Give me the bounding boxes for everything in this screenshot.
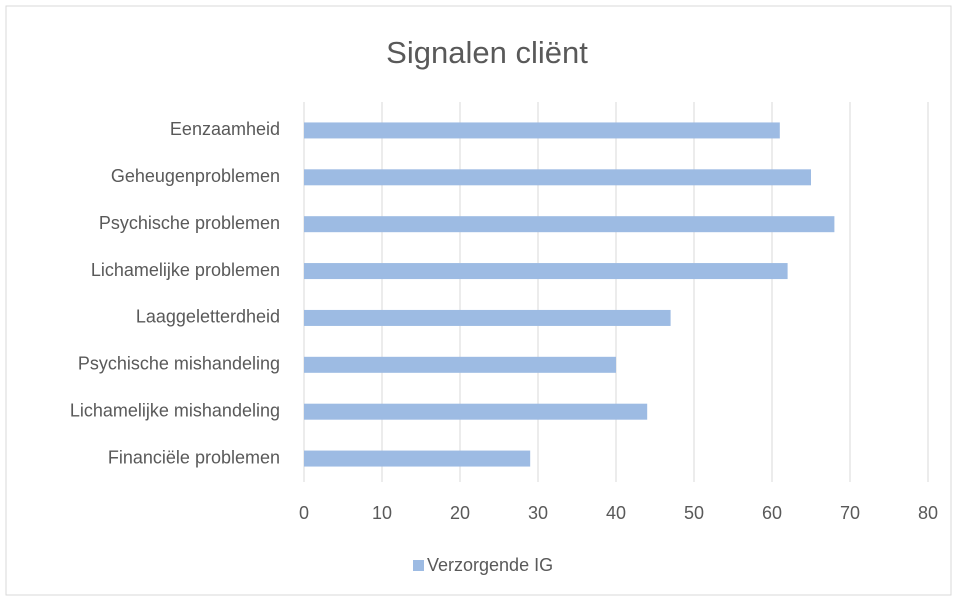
bar: [304, 403, 648, 420]
bar: [304, 309, 671, 326]
x-tick-label: 80: [918, 503, 938, 523]
bar: [304, 169, 811, 186]
y-tick-label: Laaggeletterdheid: [136, 307, 280, 327]
legend-swatch: [413, 560, 424, 571]
bar: [304, 450, 531, 467]
x-tick-label: 20: [450, 503, 470, 523]
y-tick-label: Psychische mishandeling: [78, 354, 280, 374]
chart-title: Signalen cliënt: [386, 35, 588, 70]
x-tick-label: 60: [762, 503, 782, 523]
legend-label: Verzorgende IG: [427, 555, 553, 575]
bar: [304, 356, 616, 373]
x-tick-label: 40: [606, 503, 626, 523]
y-tick-label: Lichamelijke mishandeling: [70, 400, 280, 420]
y-tick-label: Financiële problemen: [108, 447, 280, 467]
x-tick-label: 0: [299, 503, 309, 523]
x-tick-label: 10: [372, 503, 392, 523]
bar: [304, 122, 780, 139]
x-tick-label: 70: [840, 503, 860, 523]
y-tick-label: Eenzaamheid: [170, 119, 280, 139]
y-tick-label: Geheugenproblemen: [111, 166, 280, 186]
chart-border: [5, 5, 952, 596]
x-tick-label: 30: [528, 503, 548, 523]
y-tick-label: Psychische problemen: [99, 213, 280, 233]
bar: [304, 216, 835, 233]
bar: [304, 263, 788, 280]
y-tick-label: Lichamelijke problemen: [91, 260, 280, 280]
x-tick-label: 50: [684, 503, 704, 523]
